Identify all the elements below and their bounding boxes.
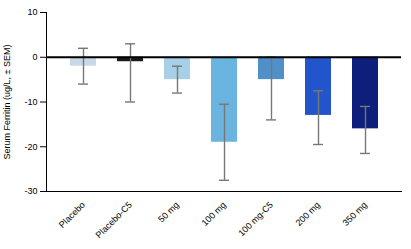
svg-text:100 mg: 100 mg [200, 200, 228, 228]
svg-text:-20: -20 [24, 142, 37, 152]
svg-text:100 mg-C5: 100 mg-C5 [236, 200, 275, 239]
svg-text:-30: -30 [24, 186, 37, 196]
svg-text:Placebo: Placebo [57, 200, 87, 230]
svg-text:200 mg: 200 mg [294, 200, 322, 228]
svg-text:350 mg: 350 mg [341, 200, 369, 228]
svg-text:10: 10 [27, 7, 37, 17]
svg-text:Placebo-C5: Placebo-C5 [94, 200, 134, 240]
svg-text:Serum Ferritin (ug/L, ± SEM): Serum Ferritin (ug/L, ± SEM) [2, 45, 12, 160]
svg-text:-10: -10 [24, 97, 37, 107]
svg-text:50 mg: 50 mg [156, 200, 181, 225]
svg-text:0: 0 [32, 52, 37, 62]
